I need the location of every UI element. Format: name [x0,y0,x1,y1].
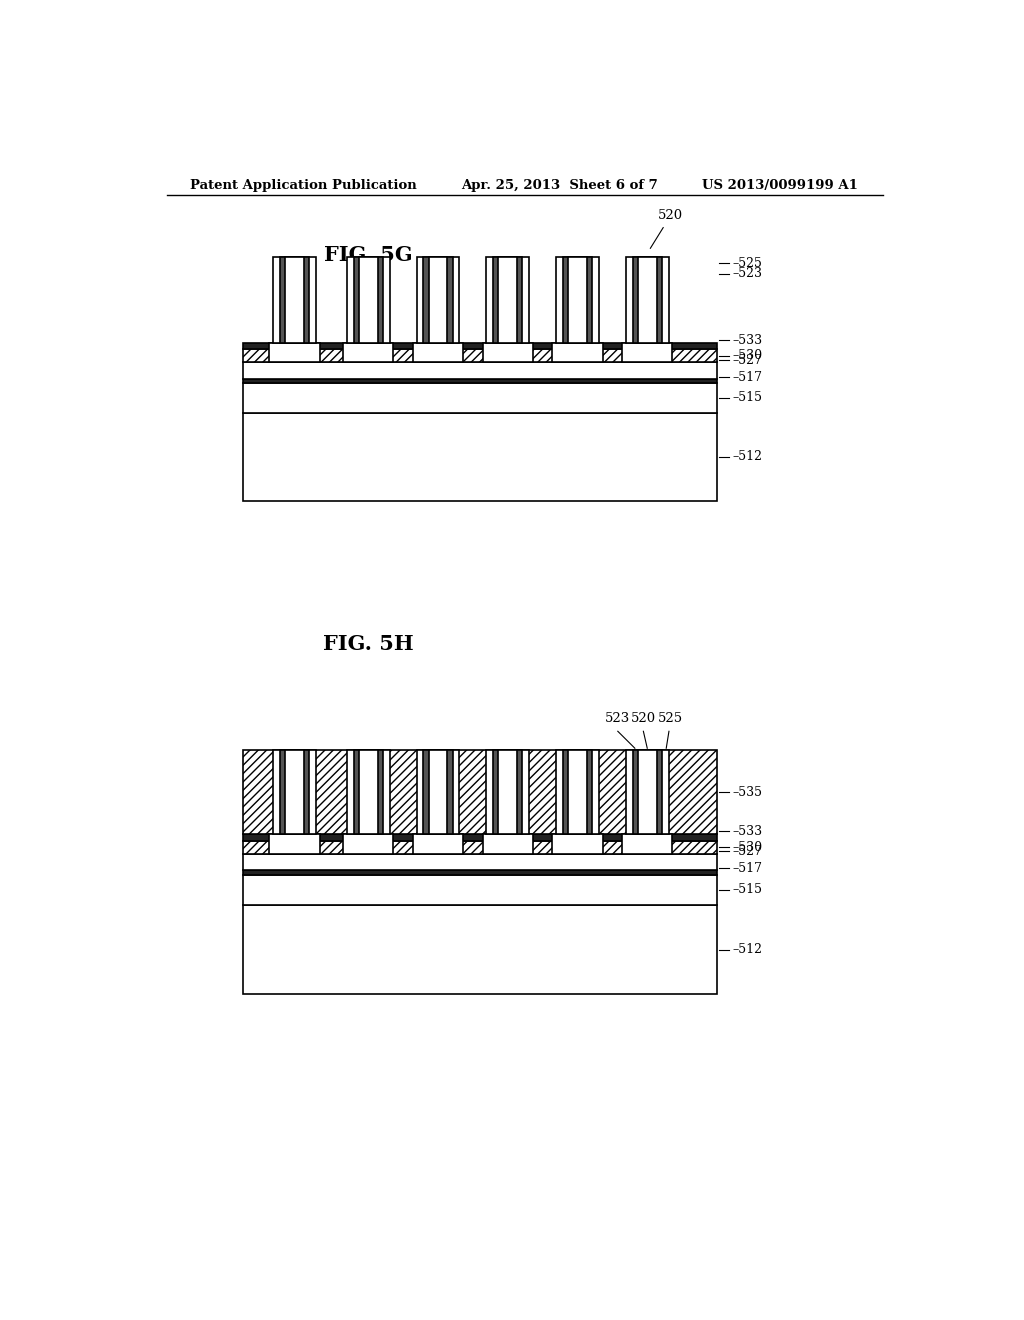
Text: Patent Application Publication: Patent Application Publication [190,178,417,191]
Bar [638,750,656,834]
Bar [423,257,453,343]
Bar [552,343,603,363]
Bar [243,834,717,841]
Bar [638,257,656,343]
Bar [353,750,383,834]
Text: –530: –530 [732,350,763,363]
Bar [286,750,304,834]
Bar [243,841,717,854]
Bar [273,257,316,343]
Text: US 2013/0099199 A1: US 2013/0099199 A1 [701,178,857,191]
Text: –515: –515 [732,883,763,896]
Bar [493,257,522,343]
Bar [243,854,717,870]
Bar [359,750,378,834]
Text: –530: –530 [732,841,763,854]
Bar [269,343,319,363]
Bar [243,383,717,412]
Bar [499,750,517,834]
Bar [286,257,304,343]
Bar [423,750,453,834]
Bar [243,363,717,379]
Bar [243,350,717,363]
Bar [413,834,463,854]
Bar [429,257,447,343]
Bar [280,750,309,834]
Bar [343,343,393,363]
Text: –523: –523 [732,268,763,280]
Bar [626,750,669,834]
Bar [499,257,517,343]
Bar [429,750,447,834]
Bar [413,343,463,363]
Bar [243,870,717,875]
Text: –527: –527 [732,354,763,367]
Bar [343,834,393,854]
Text: –512: –512 [732,450,763,463]
Text: FIG. 5H: FIG. 5H [323,634,414,653]
Bar [493,750,522,834]
Text: 520: 520 [650,210,683,248]
Bar [486,257,529,343]
Bar [568,750,587,834]
Bar [633,750,662,834]
Text: –533: –533 [732,825,763,838]
Bar [417,750,460,834]
Bar [417,257,460,343]
Bar [347,750,389,834]
Text: –527: –527 [732,845,763,858]
Bar [243,750,717,834]
Bar [273,750,316,834]
Bar [353,257,383,343]
Text: 525: 525 [658,711,683,725]
Bar [568,257,587,343]
Text: –535: –535 [732,785,763,799]
Text: –525: –525 [732,256,763,269]
Text: 523: 523 [605,711,631,725]
Bar [556,750,599,834]
Bar [626,257,669,343]
Bar [243,906,717,994]
Bar [482,834,532,854]
Bar [347,257,389,343]
Text: –517: –517 [732,862,763,875]
Text: 520: 520 [631,711,656,725]
Bar [243,875,717,906]
Bar [280,257,309,343]
Bar [269,834,319,854]
Bar [486,750,529,834]
Bar [633,257,662,343]
Bar [563,257,592,343]
Text: FIG. 5G: FIG. 5G [324,244,413,264]
Bar [243,413,717,502]
Text: –517: –517 [732,371,763,384]
Text: Apr. 25, 2013  Sheet 6 of 7: Apr. 25, 2013 Sheet 6 of 7 [461,178,658,191]
Bar [563,750,592,834]
Bar [556,257,599,343]
Bar [243,343,717,350]
Bar [622,834,673,854]
Text: –533: –533 [732,334,763,347]
Text: –515: –515 [732,391,763,404]
Bar [359,257,378,343]
Text: –512: –512 [732,942,763,956]
Bar [482,343,532,363]
Bar [552,834,603,854]
Bar [243,379,717,383]
Bar [622,343,673,363]
